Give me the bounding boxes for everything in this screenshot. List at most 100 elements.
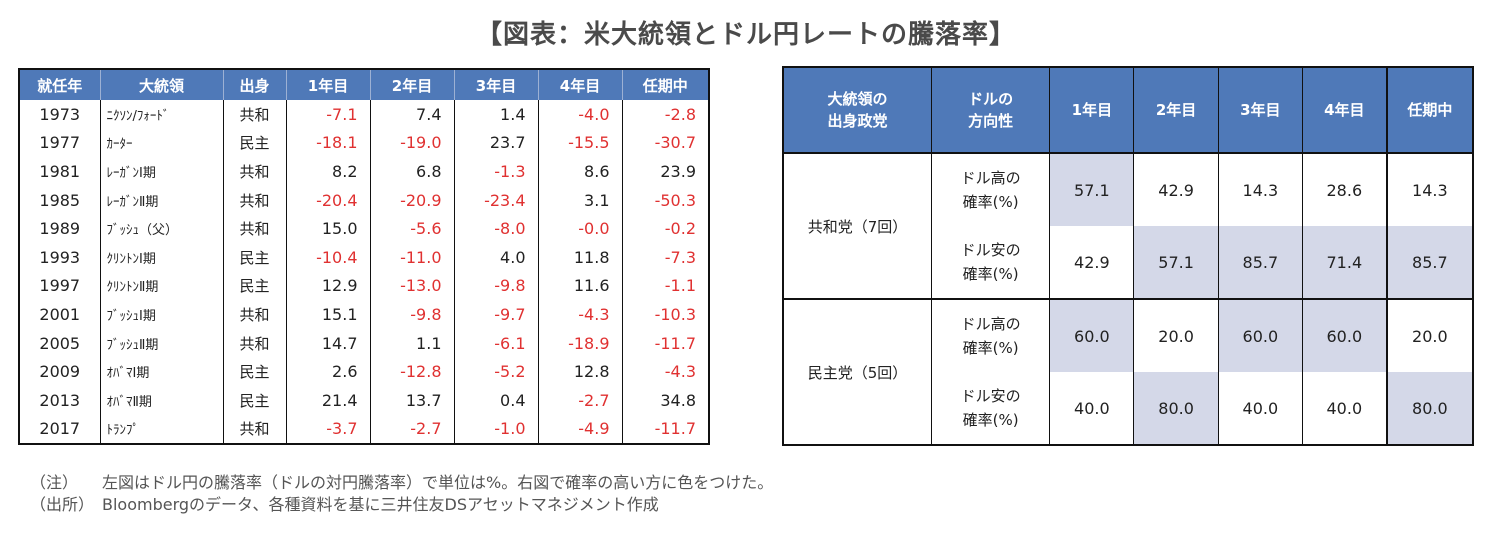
probability-cell: 20.0 [1385,298,1473,372]
direction-line1: ドル高の [960,169,1021,187]
table-row: 1989 ﾌﾞｯｼｭ（父） 共和 15.0 -5.6 -8.0 -0.0 -0.2 [19,214,709,243]
table-cell: 4.0 [453,242,538,272]
probability-cell: 40.0 [1049,372,1134,445]
party-cell: 共和党（7回） [783,152,932,299]
probability-cell: 14.3 [1385,152,1473,226]
header-cell: 就任年 [19,69,100,100]
table-cell: 11.6 [537,271,622,301]
probability-cell: 57.1 [1133,226,1219,299]
direction-cell: ドル高の確率(%) [930,298,1050,372]
table-cell: -3.7 [285,414,370,445]
table-cell: 23.7 [453,128,538,158]
table-cell: -1.0 [453,414,538,445]
probability-cell: 40.0 [1217,372,1303,445]
table-row: 2005 ﾌﾞｯｼｭⅡ期 共和 14.7 1.1 -6.1 -18.9 -11.7 [19,328,709,358]
table-cell: 共和 [222,328,286,358]
right-table-header-row: 大統領の 出身政党 ドルの 方向性 1年目 2年目 3年目 4年目 任期中 [783,67,1473,153]
table-cell: -11.0 [369,242,454,272]
table-cell: 34.8 [621,385,709,415]
probability-cell: 57.1 [1049,152,1134,226]
table-cell: -18.9 [537,328,622,358]
direction-cell: ドル安の 確率(%) [930,226,1050,299]
table-cell: 1973 [39,104,81,124]
table-cell: 11.8 [537,242,622,272]
table-cell: -20.9 [369,185,454,215]
table-cell: -5.6 [369,214,454,243]
footnotes: （注） 左図はドル円の騰落率（ドルの対円騰落率）で単位は%。右図で確率の高い方に色… [30,472,773,516]
table-cell: ｶｰﾀｰ [99,128,223,158]
table-cell: 民主 [222,242,286,272]
table-cell: ﾌﾞｯｼｭⅠ期 [99,300,223,329]
table-cell: 共和 [222,157,286,186]
header-cell: 3年目 [1217,67,1303,153]
table-row: 1993 ｸﾘﾝﾄﾝⅠ期 民主 -10.4 -11.0 4.0 11.8 -7.3 [19,242,709,272]
direction-line2: 確率(%) [962,339,1019,357]
table-cell: ﾆｸｿﾝ/ﾌｫｰﾄﾞ [99,100,223,129]
table-cell: ｵﾊﾞﾏⅠ期 [99,357,223,386]
table-row: 1985 ﾚｰｶﾞﾝⅡ期 共和 -20.4 -20.9 -23.4 3.1 -50.3 [19,185,709,215]
table-cell: 共和 [222,214,286,243]
table-cell: 21.4 [285,385,370,415]
table-cell: 23.9 [621,157,709,186]
probability-cell: 71.4 [1301,226,1387,299]
table-cell: 1.1 [369,328,454,358]
table-cell: -7.3 [621,242,709,272]
header-cell: 1年目 [1049,67,1134,153]
source-line: （出所） Bloombergのデータ、各種資料を基に三井住友DSアセットマネジメン… [30,494,773,516]
table-cell: 1981 [39,161,81,181]
table-cell: 民主 [222,357,286,386]
table-cell: ﾌﾞｯｼｭ（父） [99,214,223,243]
table-cell: ﾚｰｶﾞﾝⅡ期 [99,185,223,215]
table-cell: 共和 [222,185,286,215]
table-cell: -0.0 [537,214,622,243]
table-cell: 1997 [39,276,81,296]
table-cell: -20.4 [285,185,370,215]
direction-line1: ドル高の [960,315,1021,333]
table-cell: -11.7 [621,328,709,358]
table-row: 2001 ﾌﾞｯｼｭⅠ期 共和 15.1 -9.8 -9.7 -4.3 -10.3 [19,300,709,329]
header-cell: 1年目 [285,69,370,100]
table-cell: ﾚｰｶﾞﾝⅠ期 [99,157,223,186]
table-cell: 1977 [39,133,81,153]
source-text: Bloombergのデータ、各種資料を基に三井住友DSアセットマネジメント作成 [102,495,659,514]
header-direction: ドルの 方向性 [930,67,1050,153]
probability-cell: 42.9 [1049,226,1134,299]
probability-cell: 80.0 [1385,372,1473,445]
page-title: 【図表：米大統領とドル円レートの騰落率】 [475,20,1016,50]
table-cell: -2.7 [537,385,622,415]
table-cell: 共和 [222,100,286,129]
table-cell: -30.7 [621,128,709,158]
table-cell: 7.4 [369,100,454,129]
table-cell: 共和 [222,414,286,445]
table-cell: 6.8 [369,157,454,186]
probability-cell: 40.0 [1301,372,1387,445]
table-cell: -8.0 [453,214,538,243]
table-cell: 13.7 [369,385,454,415]
table-row: ドル安の 確率(%) 40.0 80.0 40.0 40.0 80.0 [783,372,1473,445]
table-cell: -6.1 [453,328,538,358]
table-cell: 0.4 [453,385,538,415]
left-returns-table: 就任年 大統領 出身 1年目 2年目 3年目 4年目 任期中 1973 ﾆｸｿﾝ/… [18,68,710,446]
table-cell: 2.6 [285,357,370,386]
note-text: 左図はドル円の騰落率（ドルの対円騰落率）で単位は%。右図で確率の高い方に色をつけ… [102,473,774,492]
table-row: ドル安の 確率(%) 42.9 57.1 85.7 71.4 85.7 [783,226,1473,299]
table-row: 共和党（7回） ドル高の 確率(%) 57.1 42.9 14.3 28.6 14.3 [783,152,1473,299]
table-cell: ﾄﾗﾝﾌﾟ [99,414,223,445]
table-row: 1981 ﾚｰｶﾞﾝⅠ期 共和 8.2 6.8 -1.3 8.6 23.9 [19,157,709,186]
table-cell: 2001 [39,304,81,324]
table-cell: -4.3 [537,300,622,329]
table-cell: 2009 [39,362,81,382]
table-row: 民主党（5回） ドル高の 確率(%) 60.0 20.0 60.0 60.0 20.0 [783,298,1473,445]
table-row: 2013 ｵﾊﾞﾏⅡ期 民主 21.4 13.7 0.4 -2.7 34.8 [19,385,709,415]
table-cell: -13.0 [369,271,454,301]
direction-line1: ドル安の [960,241,1021,259]
table-cell: 民主 [222,271,286,301]
table-cell: 2017 [39,419,81,439]
header-party: 大統領の 出身政党 [783,67,932,153]
table-cell: ｸﾘﾝﾄﾝⅡ期 [99,271,223,301]
table-row: 1973 ﾆｸｿﾝ/ﾌｫｰﾄﾞ 共和 -7.1 7.4 1.4 -4.0 -2.8 [19,100,709,129]
table-cell: 1985 [39,190,81,210]
table-cell: 12.9 [285,271,370,301]
note-label: （注） [30,473,79,492]
probability-cell: 80.0 [1133,372,1219,445]
